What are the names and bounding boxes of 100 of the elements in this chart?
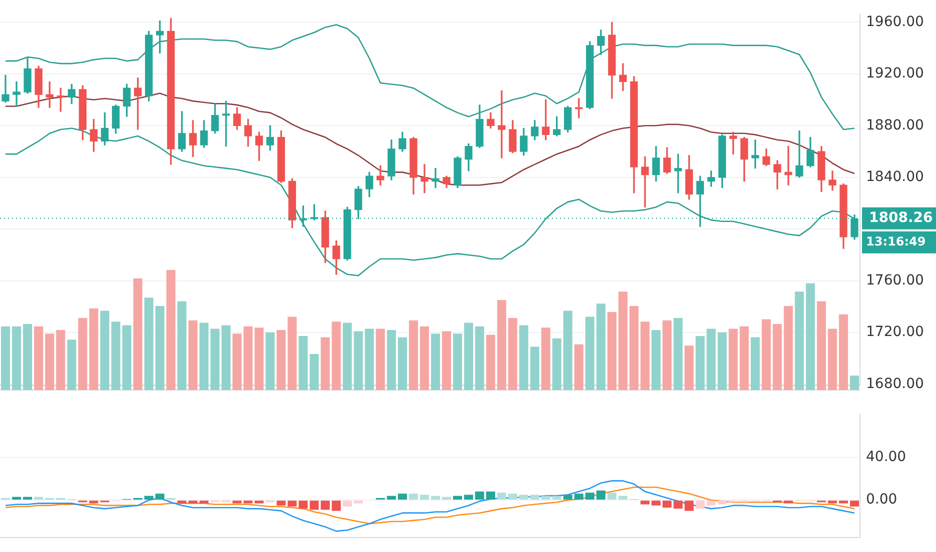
bar	[288, 500, 297, 507]
bar	[199, 322, 208, 390]
bar	[838, 314, 848, 390]
bar	[674, 318, 683, 390]
bar	[188, 500, 198, 504]
bar	[475, 492, 484, 500]
bar	[430, 334, 440, 390]
bar	[585, 316, 594, 390]
bar	[78, 318, 88, 390]
y-tick-label: 1840.00	[866, 169, 924, 186]
y-tick-label: 1680.00	[866, 376, 924, 392]
bar	[210, 328, 220, 390]
bar	[486, 334, 496, 390]
bar	[332, 322, 341, 390]
y-tick-label: 0.00	[866, 492, 898, 508]
bar	[674, 500, 683, 509]
bar	[144, 298, 154, 390]
bar	[607, 492, 616, 500]
bar	[850, 500, 860, 507]
bar	[34, 496, 44, 500]
bar	[298, 336, 308, 390]
bar	[519, 494, 528, 500]
bar	[497, 492, 506, 500]
bar	[596, 304, 606, 390]
bar	[199, 500, 208, 504]
bar	[740, 326, 749, 390]
bar	[232, 500, 242, 504]
bar	[155, 494, 164, 500]
bar	[618, 496, 628, 500]
bar	[23, 496, 32, 500]
bar	[784, 306, 793, 390]
bar	[144, 496, 154, 500]
candlestick	[641, 156, 649, 208]
bar	[453, 334, 462, 390]
bar	[828, 500, 837, 504]
bar	[166, 270, 176, 390]
bar	[563, 494, 572, 500]
bar	[310, 354, 319, 390]
bar	[386, 496, 396, 500]
bar	[662, 320, 672, 390]
bar	[276, 330, 286, 390]
candlestick	[432, 168, 440, 188]
bar	[508, 318, 518, 390]
bar	[464, 494, 474, 500]
bar	[696, 336, 705, 390]
text: 13:16:49	[866, 234, 926, 249]
bar	[475, 326, 484, 390]
bar	[222, 325, 231, 390]
bar	[453, 496, 462, 500]
bar	[12, 496, 22, 500]
bar	[45, 334, 54, 390]
y-tick-label: 1720.00	[866, 324, 924, 340]
bar	[596, 490, 606, 500]
bar	[552, 338, 562, 390]
y-tick-label: 1960.00	[866, 14, 924, 30]
bar	[541, 328, 550, 390]
bar	[530, 346, 540, 390]
y-tick-label: 1880.00	[866, 117, 924, 134]
bar	[464, 322, 474, 390]
bar	[816, 301, 826, 390]
bar	[266, 332, 275, 390]
ref-line-label: 1808.26	[869, 210, 933, 226]
bar	[12, 326, 22, 390]
bar	[408, 494, 418, 500]
bar	[177, 301, 186, 390]
bar	[244, 500, 253, 504]
bar	[552, 496, 562, 500]
bar	[519, 325, 528, 390]
bar	[772, 324, 782, 390]
bar	[288, 316, 297, 390]
bar	[684, 346, 694, 390]
bar	[0, 326, 10, 390]
bar	[684, 500, 694, 511]
bar	[794, 292, 804, 390]
bar	[828, 328, 837, 390]
bar	[122, 325, 132, 390]
bar	[354, 331, 363, 390]
bar	[67, 340, 76, 390]
bar	[188, 320, 198, 390]
bar	[420, 494, 430, 500]
bar	[696, 500, 705, 509]
bar	[133, 278, 142, 390]
bar	[442, 331, 452, 390]
bar	[750, 337, 760, 390]
bar	[232, 334, 242, 390]
bar	[298, 500, 308, 509]
bar	[386, 330, 396, 390]
bar	[508, 494, 518, 500]
candlestick	[12, 81, 20, 107]
bar	[155, 306, 164, 390]
bar	[364, 328, 374, 390]
bar	[618, 292, 628, 390]
bar	[652, 500, 661, 506]
bar	[718, 500, 727, 504]
bar	[398, 494, 407, 500]
bar	[662, 500, 672, 508]
bar	[574, 344, 584, 390]
bar	[56, 330, 66, 390]
bar	[585, 492, 594, 500]
bar	[89, 500, 98, 504]
